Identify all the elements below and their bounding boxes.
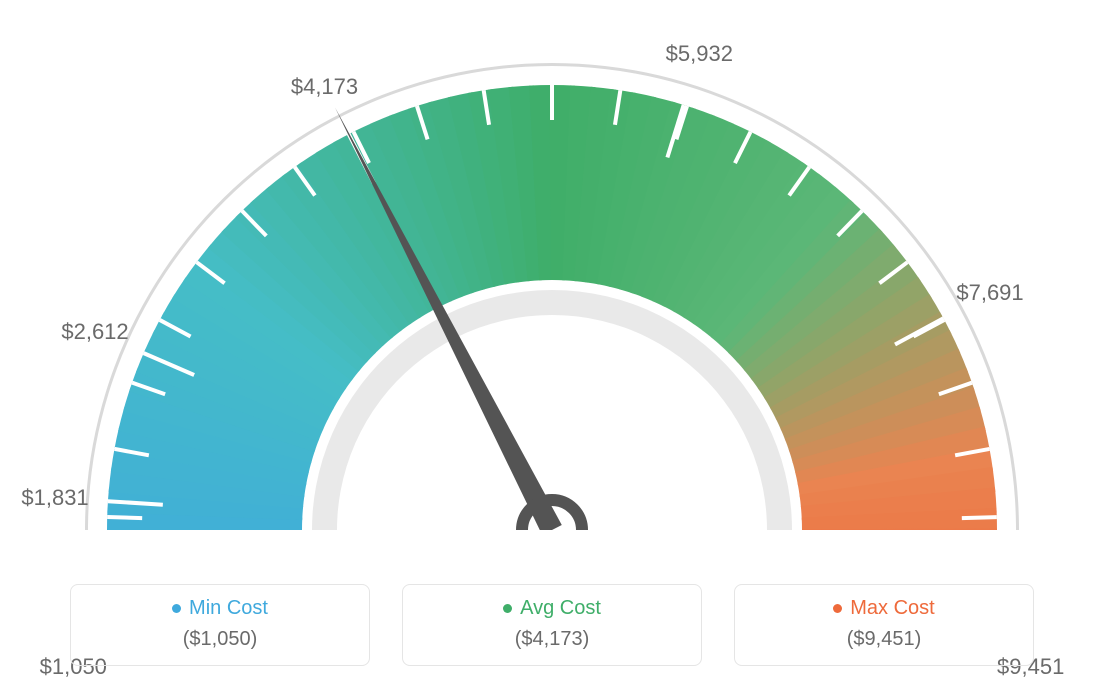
legend-title-min: Min Cost (172, 597, 268, 620)
legend-label-max: Max Cost (850, 597, 934, 620)
legend-value-min: ($1,050) (71, 628, 369, 651)
legend-value-avg: ($4,173) (403, 628, 701, 651)
legend-title-avg: Avg Cost (503, 597, 601, 620)
legend-card-min: Min Cost ($1,050) (70, 584, 370, 666)
gauge-chart: $1,050$1,831$2,612$4,173$5,932$7,691$9,4… (0, 0, 1104, 570)
gauge-tick-label: $2,612 (61, 319, 128, 345)
gauge-tick-label: $1,831 (21, 485, 88, 511)
gauge-tick-label: $4,173 (291, 74, 358, 100)
legend-dot-min (172, 604, 181, 613)
legend-card-avg: Avg Cost ($4,173) (402, 584, 702, 666)
legend-label-min: Min Cost (189, 597, 268, 620)
legend-dot-avg (503, 604, 512, 613)
legend-label-avg: Avg Cost (520, 597, 601, 620)
legend-dot-max (833, 604, 842, 613)
legend-card-max: Max Cost ($9,451) (734, 584, 1034, 666)
gauge-svg (0, 0, 1104, 570)
legend-value-max: ($9,451) (735, 628, 1033, 651)
gauge-tick-label: $5,932 (666, 41, 733, 67)
legend-row: Min Cost ($1,050) Avg Cost ($4,173) Max … (0, 584, 1104, 666)
gauge-tick-label: $7,691 (956, 280, 1023, 306)
legend-title-max: Max Cost (833, 597, 934, 620)
